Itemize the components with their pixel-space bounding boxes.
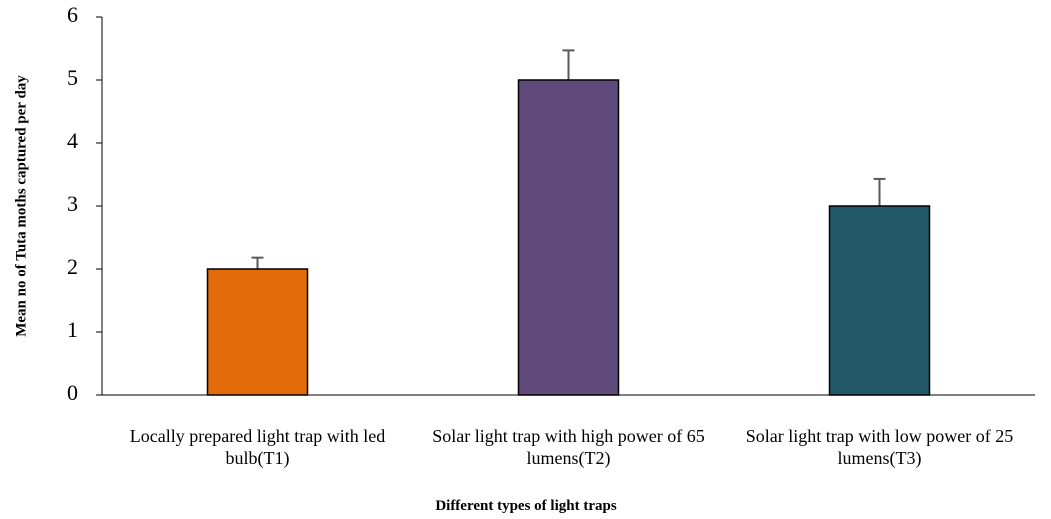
y-tick-label: 1 (67, 317, 78, 342)
y-tick-label: 5 (67, 65, 78, 90)
y-tick-label: 4 (67, 128, 78, 153)
x-tick-label-line: lumens(T3) (838, 448, 922, 469)
x-tick-label: Locally prepared light trap with led bulb… (130, 426, 385, 469)
x-tick-label-line: Solar light trap with low power of 25 (746, 426, 1013, 446)
y-tick-label: 2 (67, 254, 78, 279)
x-tick-label: Solar light trap with high power of 65 lu… (432, 426, 704, 469)
x-tick-label-line: lumens(T2) (527, 448, 611, 469)
y-axis-label: Mean no of Tuta moths captured per day (13, 75, 29, 337)
bar (828, 205, 931, 396)
x-tick-label-line: Locally prepared light trap with led (130, 426, 385, 446)
y-tick-label: 6 (67, 2, 78, 27)
x-axis-label: Different types of light traps (435, 498, 617, 514)
bar (517, 79, 620, 396)
x-tick-label-line: Solar light trap with high power of 65 (432, 426, 704, 446)
x-tick-label: Solar light trap with low power of 25 lum… (746, 426, 1013, 469)
x-tick-label-line: bulb(T1) (226, 448, 290, 469)
y-tick-label: 0 (67, 380, 78, 405)
bar (206, 268, 309, 396)
y-tick-label: 3 (67, 191, 78, 216)
